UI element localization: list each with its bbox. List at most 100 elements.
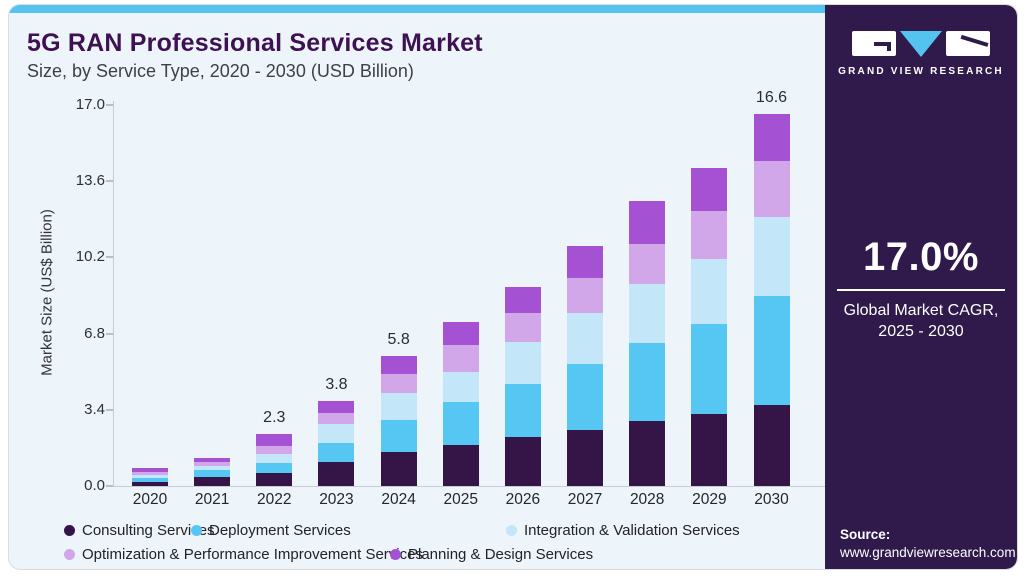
bar-segment-consulting-services <box>442 445 479 486</box>
bar-segment-optimization-performance-improvement-services <box>256 445 293 455</box>
legend-item-optimization-performance-improvement-services: Optimization & Performance Improvement S… <box>64 546 423 563</box>
cagr-block: 17.0% Global Market CAGR, 2025 - 2030 <box>825 235 1017 342</box>
legend-label: Integration & Validation Services <box>524 521 740 539</box>
bar-segment-deployment-services <box>194 470 231 478</box>
logo-r-block <box>946 31 990 56</box>
y-axis-tick-label: 13.6 <box>75 172 105 190</box>
bar-2030 <box>753 113 790 486</box>
chart-title: 5G RAN Professional Services Market <box>27 29 483 57</box>
source-block: Source: www.grandviewresearch.com <box>840 527 1016 560</box>
y-axis-tick-label: 3.4 <box>84 400 105 418</box>
bar-segment-planning-design-services <box>132 468 168 473</box>
bar-2025 <box>442 321 479 486</box>
bar-segment-optimization-performance-improvement-services <box>504 313 541 342</box>
bar-segment-planning-design-services <box>380 356 417 375</box>
bar-2028 <box>629 200 666 486</box>
bar-segment-integration-validation-services <box>629 284 666 344</box>
bar-segment-deployment-services <box>504 384 541 437</box>
bar-segment-consulting-services <box>194 477 231 486</box>
bar-segment-deployment-services <box>442 402 479 446</box>
bar-segment-consulting-services <box>691 414 728 486</box>
bar-2024 <box>380 356 417 486</box>
logo-g-notch2 <box>887 46 891 51</box>
y-axis-tick-label: 0.0 <box>84 477 105 494</box>
cagr-label-line2: 2025 - 2030 <box>878 323 964 340</box>
cagr-label-line1: Global Market CAGR, <box>843 302 999 319</box>
y-axis-title: Market Size (US$ Billion) <box>38 209 56 376</box>
x-axis-line <box>113 486 830 487</box>
cagr-value: 17.0% <box>863 235 979 279</box>
bar-segment-consulting-services <box>567 429 604 486</box>
x-axis-label-2027: 2027 <box>567 491 603 508</box>
x-axis-label-2030: 2030 <box>754 491 789 508</box>
bar-segment-consulting-services <box>318 462 355 486</box>
bar-segment-deployment-services <box>567 363 604 430</box>
legend-item-deployment-services: Deployment Services <box>191 521 351 539</box>
bar-segment-integration-validation-services <box>256 454 293 463</box>
bar-segment-integration-validation-services <box>753 217 790 296</box>
bar-total-label-2022: 2.3 <box>263 409 286 427</box>
bar-total-label-2023: 3.8 <box>325 375 348 393</box>
bar-segment-planning-design-services <box>194 457 231 462</box>
bar-segment-optimization-performance-improvement-services <box>380 374 417 393</box>
legend-bullet-icon <box>64 548 75 560</box>
legend-bullet-icon <box>506 524 517 536</box>
bar-segment-planning-design-services <box>442 321 479 346</box>
legend-bullet-icon <box>191 524 202 536</box>
accent-strip <box>9 5 827 13</box>
chart-card: 5G RAN Professional Services Market Size… <box>8 4 1018 570</box>
bar-2026 <box>504 286 541 486</box>
source-url: www.grandviewresearch.com <box>840 545 1016 560</box>
bar-segment-optimization-performance-improvement-services <box>629 243 666 285</box>
bar-segment-consulting-services <box>256 473 293 486</box>
bar-segment-planning-design-services <box>753 113 790 162</box>
bar-segment-deployment-services <box>318 443 355 463</box>
x-axis-label-2025: 2025 <box>443 491 478 508</box>
x-axis-label-2023: 2023 <box>319 491 354 508</box>
bar-segment-deployment-services <box>256 462 293 473</box>
bar-total-label-2024: 5.8 <box>387 331 410 348</box>
bar-2022 <box>256 434 293 486</box>
legend-label: Planning & Design Services <box>408 545 594 563</box>
y-axis-tick-label: 17.0 <box>75 96 105 113</box>
bar-segment-consulting-services <box>629 421 666 486</box>
bar-segment-optimization-performance-improvement-services <box>194 461 231 466</box>
bar-segment-planning-design-services <box>318 400 355 413</box>
bar-segment-integration-validation-services <box>504 341 541 385</box>
bar-segment-optimization-performance-improvement-services <box>567 278 604 314</box>
bar-segment-deployment-services <box>691 323 728 415</box>
bar-2027 <box>567 246 604 486</box>
legend-label: Deployment Services <box>209 521 351 539</box>
bar-segment-deployment-services <box>132 478 168 482</box>
bar-segment-deployment-services <box>380 420 417 453</box>
bar-segment-integration-validation-services <box>442 371 479 403</box>
x-axis-label-2020: 2020 <box>132 491 168 508</box>
bar-segment-deployment-services <box>753 295 790 405</box>
logo-r-slash <box>960 34 989 47</box>
bar-segment-planning-design-services <box>691 168 728 212</box>
bar-segment-consulting-services <box>504 436 541 486</box>
x-axis-label-2028: 2028 <box>629 491 665 508</box>
bar-segment-consulting-services <box>753 404 790 486</box>
bar-2023 <box>318 400 355 486</box>
bar-segment-deployment-services <box>629 343 666 421</box>
y-axis-tick-label: 10.2 <box>75 248 105 266</box>
chart-subtitle: Size, by Service Type, 2020 - 2030 (USD … <box>27 61 414 81</box>
bar-segment-planning-design-services <box>504 286 541 313</box>
bar-2029 <box>691 168 728 486</box>
x-axis-label-2024: 2024 <box>381 491 416 508</box>
bar-segment-integration-validation-services <box>567 313 604 364</box>
y-axis-tick-label: 6.8 <box>84 324 105 342</box>
logo-g-block <box>852 31 896 56</box>
y-axis-tick <box>106 180 113 183</box>
bar-segment-consulting-services <box>132 481 168 486</box>
y-axis-tick <box>106 332 113 335</box>
x-axis-label-2022: 2022 <box>257 491 292 508</box>
bar-segment-integration-validation-services <box>318 424 355 444</box>
sidebar-panel: GRAND VIEW RESEARCH 17.0% Global Market … <box>825 5 1017 569</box>
bar-2021 <box>194 457 231 486</box>
bar-segment-integration-validation-services <box>691 259 728 324</box>
bar-segment-integration-validation-services <box>380 392 417 421</box>
bar-segment-integration-validation-services <box>194 465 231 471</box>
y-axis-tick <box>106 408 113 411</box>
